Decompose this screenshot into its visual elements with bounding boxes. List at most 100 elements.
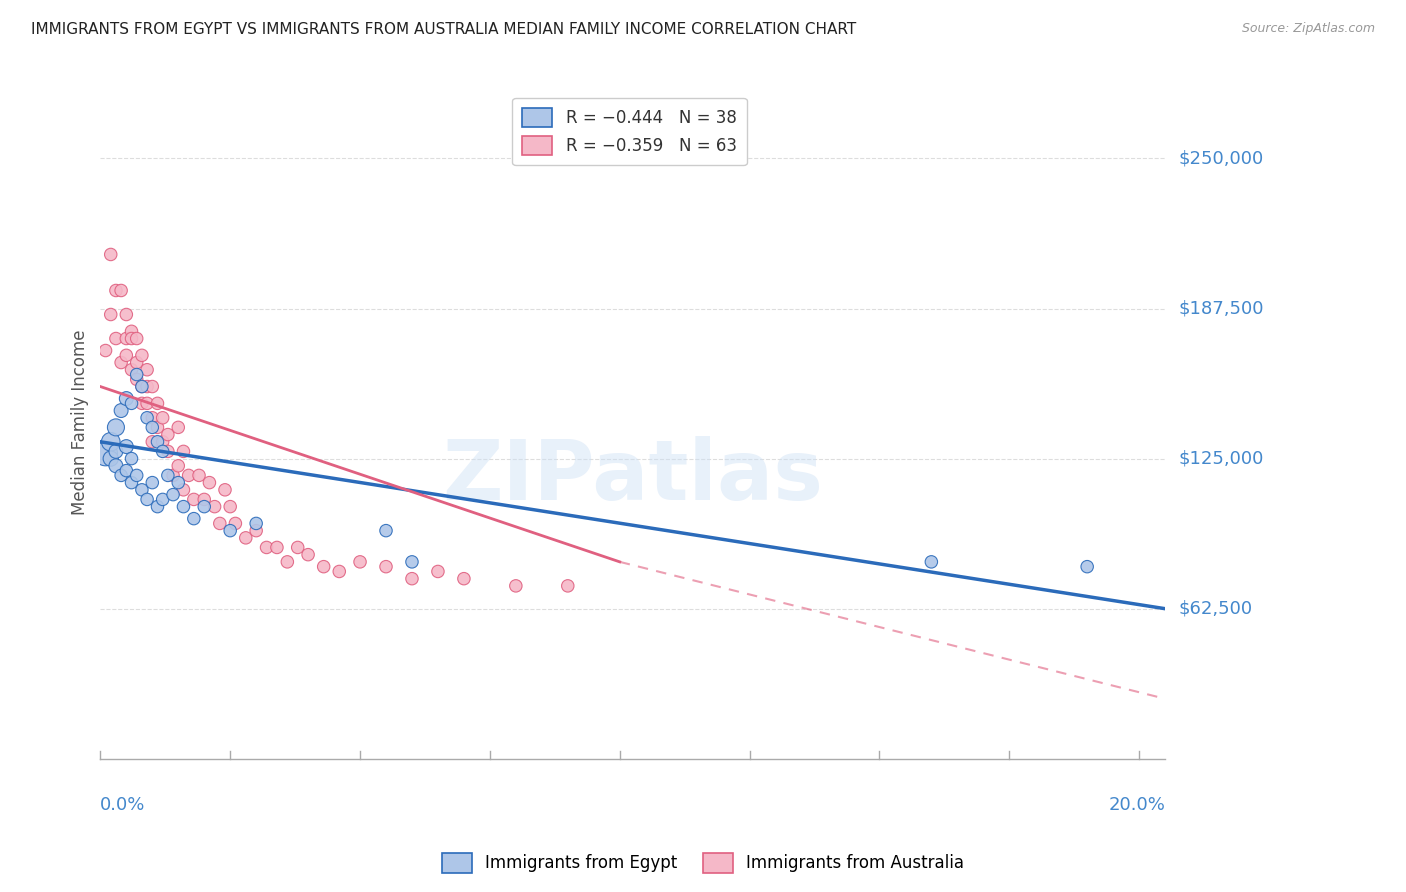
Point [167, 420, 190, 434]
Point [426, 565, 449, 579]
Point [110, 403, 132, 417]
Point [152, 410, 174, 425]
Point [204, 500, 226, 514]
Text: 20.0%: 20.0% [1108, 796, 1166, 814]
Point [156, 444, 179, 458]
Point [131, 348, 153, 362]
Point [110, 468, 132, 483]
Point [115, 440, 138, 454]
Point [276, 555, 298, 569]
Point [131, 483, 153, 497]
Point [115, 332, 138, 346]
Point [115, 348, 138, 362]
Point [167, 475, 190, 490]
Point [193, 500, 215, 514]
Point [141, 410, 163, 425]
Point [1076, 559, 1098, 574]
Point [125, 332, 148, 346]
Point [125, 368, 148, 382]
Point [141, 475, 163, 490]
Text: 0.0%: 0.0% [100, 796, 146, 814]
Point [188, 468, 211, 483]
Point [100, 451, 122, 466]
Point [125, 372, 148, 386]
Point [152, 492, 174, 507]
Point [245, 524, 267, 538]
Point [131, 379, 153, 393]
Point [183, 492, 205, 507]
Point [224, 516, 246, 531]
Point [219, 500, 242, 514]
Point [287, 541, 309, 555]
Point [94, 343, 117, 358]
Point [219, 524, 242, 538]
Point [453, 572, 475, 586]
Point [121, 451, 143, 466]
Point [401, 572, 423, 586]
Point [1388, 156, 1406, 170]
Point [94, 447, 117, 461]
Point [121, 396, 143, 410]
Point [312, 559, 335, 574]
Point [208, 516, 231, 531]
Text: $125,000: $125,000 [1180, 450, 1264, 467]
Point [136, 363, 159, 377]
Point [104, 284, 127, 298]
Point [235, 531, 257, 545]
Point [214, 483, 236, 497]
Point [131, 379, 153, 393]
Point [141, 379, 163, 393]
Point [297, 548, 319, 562]
Point [136, 379, 159, 393]
Text: $187,500: $187,500 [1180, 300, 1264, 318]
Text: ZIPatlas: ZIPatlas [443, 436, 823, 516]
Point [401, 555, 423, 569]
Point [100, 247, 122, 261]
Point [172, 500, 194, 514]
Point [177, 468, 200, 483]
Point [193, 492, 215, 507]
Point [172, 444, 194, 458]
Point [198, 475, 221, 490]
Point [100, 308, 122, 322]
Point [152, 444, 174, 458]
Point [136, 396, 159, 410]
Point [183, 511, 205, 525]
Point [136, 492, 159, 507]
Point [100, 434, 122, 449]
Point [172, 483, 194, 497]
Point [156, 427, 179, 442]
Point [349, 555, 371, 569]
Legend: Immigrants from Egypt, Immigrants from Australia: Immigrants from Egypt, Immigrants from A… [436, 847, 970, 880]
Point [110, 284, 132, 298]
Point [375, 559, 398, 574]
Point [125, 468, 148, 483]
Point [104, 332, 127, 346]
Point [131, 396, 153, 410]
Point [557, 579, 579, 593]
Point [104, 444, 127, 458]
Point [156, 468, 179, 483]
Text: $250,000: $250,000 [1180, 149, 1264, 168]
Point [146, 396, 169, 410]
Point [152, 434, 174, 449]
Point [121, 332, 143, 346]
Y-axis label: Median Family Income: Median Family Income [72, 330, 89, 516]
Text: IMMIGRANTS FROM EGYPT VS IMMIGRANTS FROM AUSTRALIA MEDIAN FAMILY INCOME CORRELAT: IMMIGRANTS FROM EGYPT VS IMMIGRANTS FROM… [31, 22, 856, 37]
Point [115, 464, 138, 478]
Text: $62,500: $62,500 [1180, 599, 1253, 617]
Point [162, 488, 184, 502]
Point [110, 355, 132, 369]
Legend: R = −0.444   N = 38, R = −0.359   N = 63: R = −0.444 N = 38, R = −0.359 N = 63 [513, 98, 747, 165]
Point [146, 420, 169, 434]
Point [115, 308, 138, 322]
Point [121, 363, 143, 377]
Point [141, 420, 163, 434]
Point [920, 555, 942, 569]
Point [505, 579, 527, 593]
Point [136, 410, 159, 425]
Point [121, 475, 143, 490]
Point [167, 458, 190, 473]
Point [162, 468, 184, 483]
Text: Source: ZipAtlas.com: Source: ZipAtlas.com [1241, 22, 1375, 36]
